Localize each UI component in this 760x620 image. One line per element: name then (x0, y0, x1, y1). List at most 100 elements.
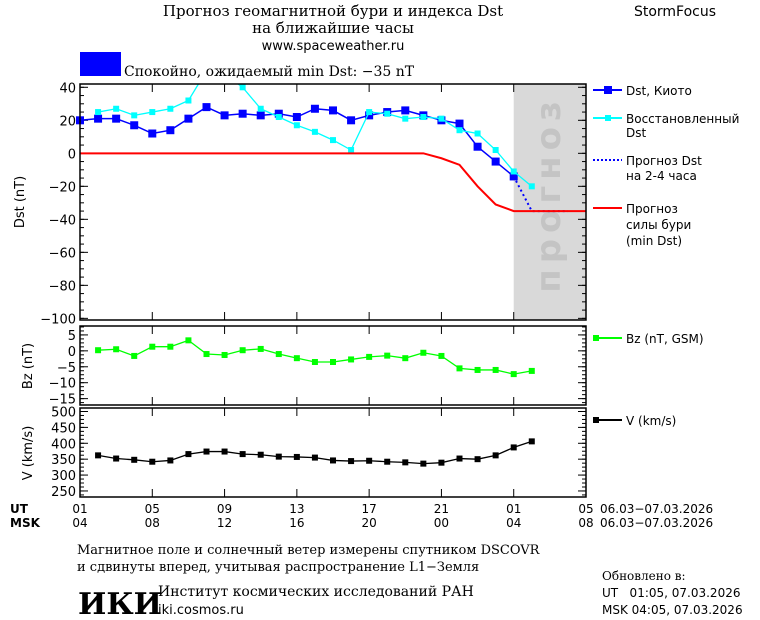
y-tick-label: 500 (51, 405, 76, 420)
y-tick-label: −60 (49, 246, 76, 261)
x-tick-label-ut: 01 (506, 502, 521, 516)
updated-label: Обновлено в: (602, 569, 686, 583)
data-point (492, 366, 499, 373)
data-point (95, 109, 102, 116)
data-point (149, 109, 156, 116)
data-point (149, 458, 156, 465)
data-point (113, 346, 120, 353)
data-point (185, 451, 192, 458)
data-point (221, 351, 228, 358)
iki-logo: ИКИ (78, 587, 162, 620)
x-tick-label-msk: 04 (506, 516, 521, 530)
data-point (95, 452, 102, 459)
data-point (113, 455, 120, 462)
institute-link[interactable]: iki.cosmos.ru (158, 603, 244, 618)
y-tick-label: −80 (49, 279, 76, 294)
legend-dst-kyoto: Dst, Киото (626, 84, 692, 98)
data-point (330, 358, 336, 365)
data-point (311, 128, 318, 135)
y-tick-label: 350 (51, 453, 76, 468)
data-point (456, 127, 463, 134)
institute-name: Институт космических исследований РАН (158, 584, 474, 600)
data-point (402, 459, 409, 466)
legend-forecast-1: Прогноз Dst (626, 154, 702, 168)
legend-storm-2: силы бури (626, 218, 691, 232)
data-point (474, 366, 481, 373)
msk-date-range: 06.03−07.03.2026 (600, 516, 713, 530)
x-tick-label-ut: 13 (289, 502, 304, 516)
ut-date-range: 06.03−07.03.2026 (600, 502, 713, 516)
panel-frame (79, 83, 587, 321)
y-tick-label: −10 (49, 377, 76, 392)
data-point (275, 453, 282, 460)
data-point (275, 114, 282, 121)
data-point (528, 183, 535, 190)
data-point (113, 105, 120, 112)
dst-axis-label: Dst (nT) (13, 176, 28, 228)
data-point (348, 356, 355, 363)
data-point (221, 448, 228, 455)
data-point (438, 115, 445, 122)
data-point (257, 345, 264, 352)
x-tick-label-ut: 17 (362, 502, 377, 516)
data-point (167, 343, 174, 350)
data-point (456, 455, 463, 462)
data-point (131, 456, 138, 463)
data-point (420, 460, 427, 467)
data-point (402, 115, 409, 122)
x-tick-label-msk: 08 (145, 516, 160, 530)
data-point (257, 105, 264, 112)
data-point (474, 130, 481, 137)
y-tick-label: 0 (68, 147, 76, 162)
data-point (203, 351, 210, 358)
data-point (384, 110, 391, 117)
data-point (293, 453, 300, 460)
data-point (510, 444, 517, 451)
data-point (455, 119, 464, 128)
data-point (420, 114, 427, 121)
v-axis-label: V (km/s) (21, 426, 36, 481)
status-text: Спокойно, ожидаемый min Dst: −35 nT (124, 64, 415, 80)
data-point (185, 97, 192, 104)
note-line2: и сдвинуты вперед, учитывая распростране… (77, 560, 479, 575)
y-tick-label: 400 (51, 437, 76, 452)
data-point (131, 112, 138, 119)
data-point (438, 459, 445, 466)
chart-title-line1: Прогноз геомагнитной бури и индекса Dst (163, 2, 503, 20)
legend-marker-restored (605, 115, 611, 121)
bz-axis-label: Bz (nT) (21, 343, 36, 389)
legend-restored-2: Dst (626, 126, 646, 140)
data-point (420, 349, 427, 356)
x-tick-label-msk: 16 (289, 516, 304, 530)
data-point (257, 451, 264, 458)
brand-name: StormFocus (634, 4, 716, 20)
data-point (130, 121, 139, 130)
ut-label: UT (10, 502, 29, 516)
data-point (474, 456, 481, 463)
data-point (293, 122, 300, 129)
y-tick-label: 5 (68, 329, 76, 344)
site-url: www.spaceweather.ru (262, 39, 405, 54)
data-point (384, 352, 391, 359)
data-point (365, 111, 374, 120)
data-point (510, 168, 517, 175)
series-line-1-0 (98, 339, 532, 375)
data-point (492, 147, 499, 154)
data-point (203, 448, 210, 455)
y-tick-label: 250 (51, 485, 76, 500)
data-point (239, 84, 246, 91)
series-line-0-1 (97, 84, 533, 187)
forecast-region (513, 84, 586, 320)
data-point (528, 367, 535, 374)
data-point (310, 104, 319, 113)
data-point (438, 352, 445, 359)
legend-bz: Bz (nT, GSM) (626, 332, 704, 346)
legend-storm-1: Прогноз (626, 202, 678, 216)
legend-storm-3: (min Dst) (626, 234, 682, 248)
data-point (292, 113, 301, 122)
x-tick-label-msk: 20 (362, 516, 377, 530)
x-tick-label-ut: 01 (72, 502, 87, 516)
data-point (166, 126, 175, 135)
y-tick-label: −100 (40, 312, 76, 327)
